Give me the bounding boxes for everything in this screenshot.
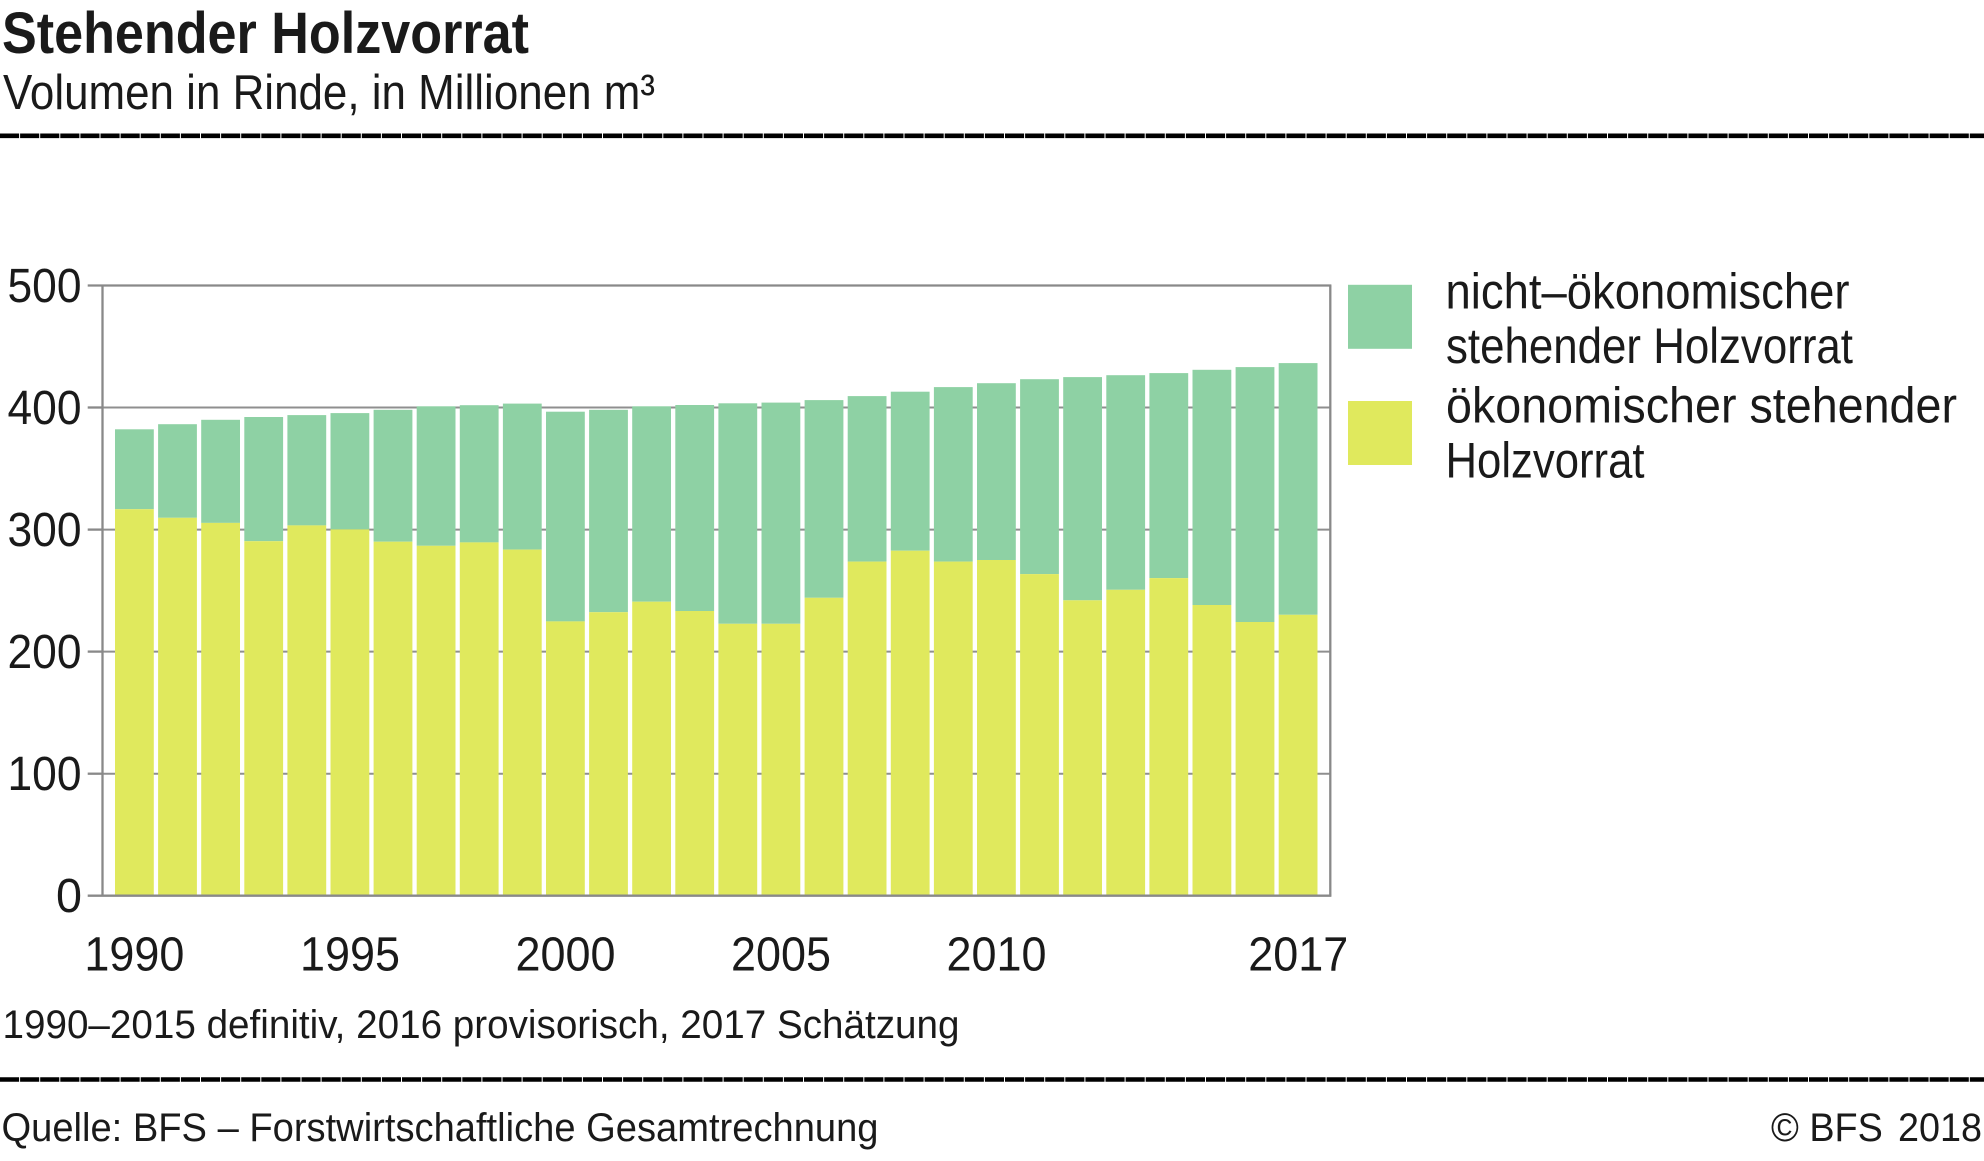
svg-text:300: 300 [8,504,82,557]
svg-text:2010: 2010 [947,929,1047,982]
svg-text:100: 100 [8,748,82,801]
svg-text:1995: 1995 [300,929,400,982]
svg-text:ökonomischer stehender: ökonomischer stehender [1446,377,1957,433]
svg-text:stehender Holzvorrat: stehender Holzvorrat [1446,318,1853,374]
svg-text:1990: 1990 [84,929,184,982]
svg-text:400: 400 [8,382,82,435]
svg-text:1990–2015 definitiv, 2016 prov: 1990–2015 definitiv, 2016 provisorisch, … [3,1003,960,1047]
svg-text:Holzvorrat: Holzvorrat [1446,433,1645,489]
svg-text:Quelle: BFS – Forstwirtschaftl: Quelle: BFS – Forstwirtschaftliche Gesam… [2,1106,879,1150]
svg-text:Stehender Holzvorrat: Stehender Holzvorrat [2,1,529,66]
svg-text:2000: 2000 [516,929,616,982]
svg-text:200: 200 [8,626,82,679]
svg-text:500: 500 [8,260,82,313]
svg-text:2005: 2005 [731,929,831,982]
svg-text:Volumen in Rinde, in Millionen: Volumen in Rinde, in Millionen m³ [3,66,655,120]
svg-text:© BFS 2018: © BFS 2018 [1771,1106,1982,1150]
svg-text:0: 0 [56,870,82,923]
svg-text:2017: 2017 [1248,929,1348,982]
svg-text:nicht–ökonomischer: nicht–ökonomischer [1446,264,1850,320]
